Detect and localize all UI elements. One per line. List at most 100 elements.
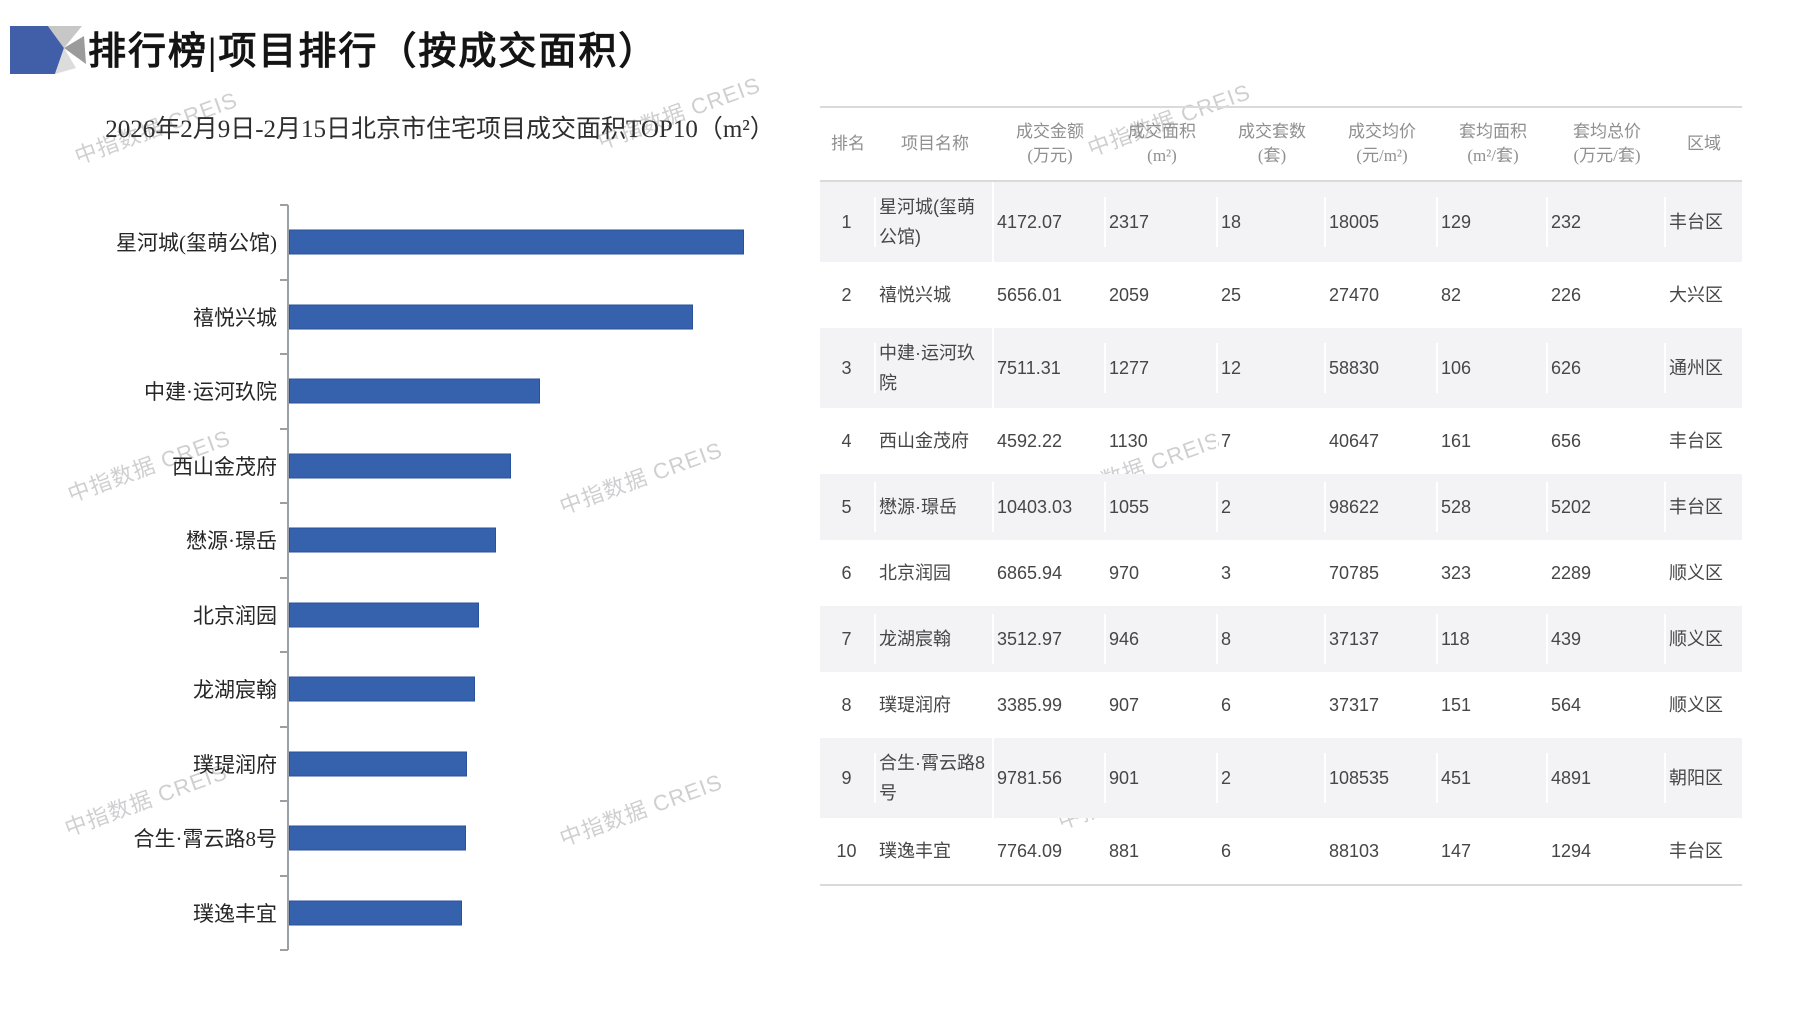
district-cell: 朝阳区 xyxy=(1669,768,1723,788)
avg-price-cell: 37137 xyxy=(1326,614,1438,664)
chart-bar xyxy=(289,825,466,851)
area-cell: 881 xyxy=(1106,826,1218,876)
project-cell: 合生·霄云路8号 xyxy=(876,738,994,818)
rank-cell: 1 xyxy=(820,197,876,247)
table-header-row: 排名 项目名称 成交金额 (万元) 成交面积 (m²) 成交套数 (套) 成交均价 (元… xyxy=(820,106,1742,182)
chart-category-label: 星河城(玺萌公馆) xyxy=(116,231,277,256)
project-cell: 星河城(玺萌公馆) xyxy=(876,182,994,262)
chart-bar xyxy=(289,527,496,553)
district-cell: 大兴区 xyxy=(1669,285,1723,305)
project-cell: 西山金茂府 xyxy=(876,416,994,466)
avg-total-cell: 564 xyxy=(1548,680,1666,730)
page-title: 排行榜|项目排行（按成交面积） xyxy=(88,31,659,73)
chart-row: 龙湖宸翰 xyxy=(193,651,765,727)
area-cell: 907 xyxy=(1106,680,1218,730)
amount-cell: 4172.07 xyxy=(994,197,1106,247)
units-cell: 2 xyxy=(1218,482,1326,532)
amount-cell: 5656.01 xyxy=(994,270,1106,320)
chart-category-label: 懋源·璟岳 xyxy=(186,529,277,554)
avg-total-cell: 5202 xyxy=(1548,482,1666,532)
units-cell: 6 xyxy=(1218,826,1326,876)
column-header-rank: 排名 xyxy=(831,134,865,153)
area-cell: 901 xyxy=(1106,753,1218,803)
bar-chart-plot: 星河城(玺萌公馆) 禧悦兴城 中建·运河玖院 西山金茂府 懋源·璟岳 北京润园 … xyxy=(116,204,765,951)
chart-row: 星河城(玺萌公馆) xyxy=(116,204,765,280)
ranking-table: 排名 项目名称 成交金额 (万元) 成交面积 (m²) 成交套数 (套) 成交均价 (元… xyxy=(820,106,1742,886)
avg-area-cell: 323 xyxy=(1438,548,1548,598)
avg-area-cell: 82 xyxy=(1438,270,1548,320)
table-row: 6 北京润园 6865.94 970 3 70785 323 2289 顺义区 xyxy=(820,540,1742,606)
district-cell: 顺义区 xyxy=(1669,563,1723,583)
avg-area-cell: 106 xyxy=(1438,343,1548,393)
amount-cell: 6865.94 xyxy=(994,548,1106,598)
rank-cell: 7 xyxy=(820,614,876,664)
district-cell: 丰台区 xyxy=(1669,497,1723,517)
units-cell: 18 xyxy=(1218,197,1326,247)
chart-category-label: 北京润园 xyxy=(193,603,277,628)
project-cell: 龙湖宸翰 xyxy=(876,614,994,664)
column-header-avg-area: 套均面积 (m²/套) xyxy=(1459,122,1527,165)
chart-row: 北京润园 xyxy=(193,576,765,653)
avg-area-cell: 151 xyxy=(1438,680,1548,730)
chart-bar xyxy=(289,751,467,777)
rank-cell: 4 xyxy=(820,416,876,466)
column-header-district: 区域 xyxy=(1687,134,1721,153)
project-cell: 懋源·璟岳 xyxy=(876,482,994,532)
chart-row: 璞瑅润府 xyxy=(193,725,765,802)
rank-cell: 5 xyxy=(820,482,876,532)
units-cell: 2 xyxy=(1218,753,1326,803)
brand-logo-icon xyxy=(10,26,86,74)
units-cell: 7 xyxy=(1218,416,1326,466)
chart-bar xyxy=(289,453,511,479)
chart-bar xyxy=(289,602,479,628)
rank-cell: 8 xyxy=(820,680,876,730)
units-cell: 6 xyxy=(1218,680,1326,730)
table-body: 1 星河城(玺萌公馆) 4172.07 2317 18 18005 129 23… xyxy=(820,182,1742,886)
chart-row: 懋源·璟岳 xyxy=(186,502,765,578)
column-header-avg-price: 成交均价 (元/m²) xyxy=(1348,122,1416,165)
area-cell: 2317 xyxy=(1106,197,1218,247)
chart-category-label: 合生·霄云路8号 xyxy=(133,827,278,852)
chart-category-label: 禧悦兴城 xyxy=(193,305,277,330)
district-cell: 通州区 xyxy=(1669,358,1723,378)
avg-price-cell: 98622 xyxy=(1326,482,1438,532)
district-cell: 丰台区 xyxy=(1669,841,1723,861)
avg-total-cell: 656 xyxy=(1548,416,1666,466)
table-row: 1 星河城(玺萌公馆) 4172.07 2317 18 18005 129 23… xyxy=(820,182,1742,262)
chart-category-label: 璞逸丰宜 xyxy=(193,901,277,926)
table-row: 7 龙湖宸翰 3512.97 946 8 37137 118 439 顺义区 xyxy=(820,606,1742,672)
avg-area-cell: 118 xyxy=(1438,614,1548,664)
units-cell: 25 xyxy=(1218,270,1326,320)
avg-price-cell: 27470 xyxy=(1326,270,1438,320)
area-cell: 2059 xyxy=(1106,270,1218,320)
amount-cell: 4592.22 xyxy=(994,416,1106,466)
avg-price-cell: 18005 xyxy=(1326,197,1438,247)
chart-category-label: 西山金茂府 xyxy=(172,454,277,479)
amount-cell: 3512.97 xyxy=(994,614,1106,664)
chart-title: 2026年2月9日-2月15日北京市住宅项目成交面积TOP10（m²） xyxy=(105,116,775,143)
rank-cell: 9 xyxy=(820,753,876,803)
table-row: 5 懋源·璟岳 10403.03 1055 2 98622 528 5202 丰… xyxy=(820,474,1742,540)
avg-price-cell: 40647 xyxy=(1326,416,1438,466)
project-cell: 璞逸丰宜 xyxy=(876,826,994,876)
table-row: 8 璞瑅润府 3385.99 907 6 37317 151 564 顺义区 xyxy=(820,672,1742,738)
avg-price-cell: 37317 xyxy=(1326,680,1438,730)
district-cell: 丰台区 xyxy=(1669,431,1723,451)
avg-total-cell: 226 xyxy=(1548,270,1666,320)
chart-bar xyxy=(289,229,744,255)
column-header-amount: 成交金额 (万元) xyxy=(1016,122,1084,165)
chart-category-label: 璞瑅润府 xyxy=(193,752,277,777)
chart-row: 禧悦兴城 xyxy=(193,278,765,355)
avg-area-cell: 451 xyxy=(1438,753,1548,803)
chart-bar xyxy=(289,676,475,702)
chart-category-label: 龙湖宸翰 xyxy=(193,678,277,703)
chart-bar xyxy=(289,378,540,404)
rank-cell: 6 xyxy=(820,548,876,598)
units-cell: 3 xyxy=(1218,548,1326,598)
area-cell: 970 xyxy=(1106,548,1218,598)
project-cell: 中建·运河玖院 xyxy=(876,328,994,408)
district-cell: 顺义区 xyxy=(1669,629,1723,649)
column-header-area: 成交面积 (m²) xyxy=(1128,122,1196,165)
avg-area-cell: 528 xyxy=(1438,482,1548,532)
